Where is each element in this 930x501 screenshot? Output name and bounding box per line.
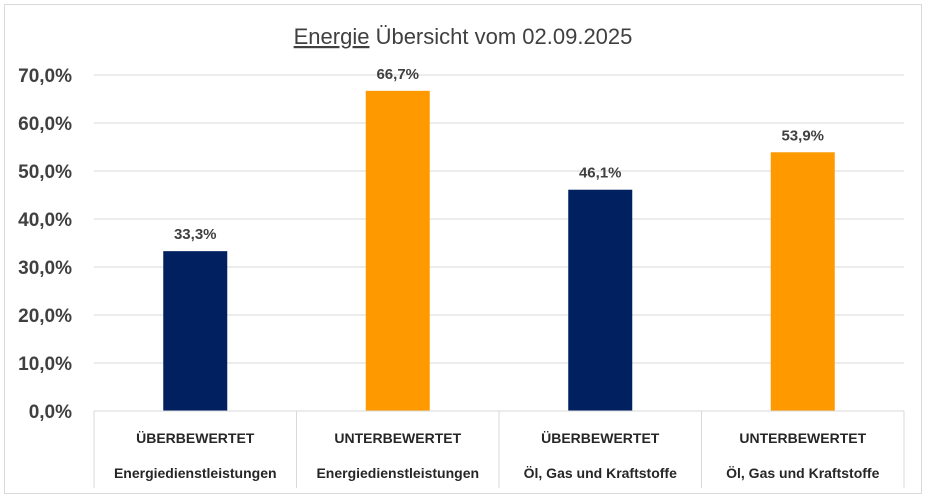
category-label-line2: Öl, Gas und Kraftstoffe [524, 465, 677, 481]
category-axis: ÜBERBEWERTET Energiedienstleistungen UNTER… [93, 410, 905, 488]
data-label: 66,7% [376, 66, 419, 83]
bar [365, 90, 430, 411]
y-axis-tick-labels: 0,0% 10,0% 20,0% 30,0% 40,0% 50,0% 60,0% 70,0% [18, 66, 72, 423]
category-label-line1: ÜBERBEWERTET [136, 430, 255, 446]
y-tick-label: 60,0% [18, 114, 72, 135]
chart-frame [4, 4, 922, 494]
gridlines [94, 74, 904, 364]
data-label: 33,3% [174, 226, 217, 243]
bar [163, 251, 228, 411]
y-tick-label: 0,0% [29, 402, 72, 423]
data-label: 53,9% [781, 127, 824, 144]
chart-title-underlined: Energie [294, 24, 370, 49]
y-tick-label: 10,0% [18, 354, 72, 375]
chart-title: Energie Übersicht vom 02.09.2025 [294, 24, 633, 49]
y-tick-label: 50,0% [18, 162, 72, 183]
category-label-line1: ÜBERBEWERTET [541, 430, 660, 446]
y-tick-label: 20,0% [18, 306, 72, 327]
category-label-line2: Energiedienstleistungen [114, 465, 277, 481]
chart-title-rest: Übersicht vom 02.09.2025 [369, 24, 632, 49]
category-label-line1: UNTERBEWERTET [334, 430, 461, 446]
data-label: 46,1% [579, 165, 622, 182]
bar [770, 152, 835, 411]
category-label-line2: Öl, Gas und Kraftstoffe [726, 465, 879, 481]
bar [568, 189, 633, 411]
y-tick-label: 40,0% [18, 210, 72, 231]
data-labels: 33,3% 66,7% 46,1% 53,9% [174, 66, 824, 243]
bars [163, 90, 835, 411]
y-tick-label: 30,0% [18, 258, 72, 279]
y-tick-label: 70,0% [18, 66, 72, 87]
category-label-line1: UNTERBEWERTET [739, 430, 866, 446]
category-label-line2: Energiedienstleistungen [316, 465, 479, 481]
